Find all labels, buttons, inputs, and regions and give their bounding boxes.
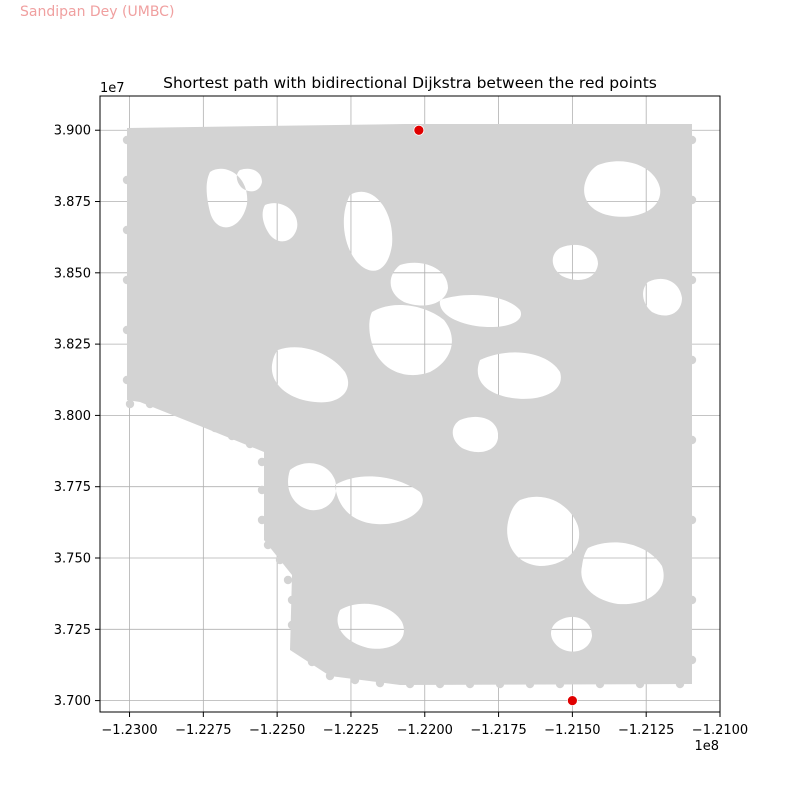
network-node — [287, 620, 297, 630]
network-node — [122, 275, 132, 285]
endpoint-marker — [566, 695, 578, 706]
network-node — [283, 575, 293, 585]
network-node — [210, 423, 220, 433]
y-tick-label: 3.825 — [54, 338, 91, 353]
network-node — [687, 135, 697, 145]
x-tick-label: −1.2275 — [175, 723, 231, 738]
y-tick-label: 3.900 — [54, 124, 91, 139]
network-node — [257, 485, 267, 495]
network-node — [405, 679, 415, 689]
network-node — [125, 399, 135, 409]
network-node — [687, 355, 697, 365]
x-tick-label: −1.2100 — [692, 723, 748, 738]
y-tick-label: 3.725 — [54, 623, 91, 638]
x-tick-label: −1.2300 — [101, 723, 157, 738]
x-tick-label: −1.2225 — [323, 723, 379, 738]
network-node — [687, 515, 697, 525]
road-network-nodes — [122, 124, 697, 689]
chart-title: Shortest path with bidirectional Dijkstr… — [163, 74, 657, 92]
network-node — [525, 679, 535, 689]
y-tick-label: 3.750 — [54, 552, 91, 567]
y-tick-label: 3.800 — [54, 409, 91, 424]
watermark-text: Sandipan Dey (UMBC) — [20, 4, 174, 20]
network-node — [195, 413, 205, 423]
network-node — [687, 655, 697, 665]
network-node — [245, 439, 255, 449]
network-node — [325, 671, 335, 681]
y-tick-label: 3.700 — [54, 694, 91, 709]
network-node — [275, 555, 285, 565]
network-node — [263, 540, 273, 550]
network-node — [495, 679, 505, 689]
network-node — [687, 595, 697, 605]
network-node — [687, 195, 697, 205]
axes-frame — [99, 95, 721, 713]
axes — [99, 95, 721, 713]
network-node — [165, 401, 175, 411]
network-node — [635, 679, 645, 689]
network-node — [122, 225, 132, 235]
x-tick-label: −1.2250 — [249, 723, 305, 738]
network-node — [555, 679, 565, 689]
network-node — [122, 135, 132, 145]
network-node — [307, 657, 317, 667]
network-node — [687, 275, 697, 285]
network-node — [687, 435, 697, 445]
endpoint-markers — [413, 124, 578, 706]
network-node — [122, 375, 132, 385]
network-node — [145, 399, 155, 409]
network-node — [375, 678, 385, 688]
x-tick-label: −1.2175 — [470, 723, 526, 738]
network-node — [180, 405, 190, 415]
x-tick-label: −1.2150 — [544, 723, 600, 738]
y-axis-ticks: 3.700 3.725 3.750 3.775 3.800 3.825 3.850 3.875… — [54, 124, 100, 709]
network-node — [122, 175, 132, 185]
x-tick-label: −1.2125 — [618, 723, 674, 738]
x-axis-multiplier: 1e8 — [694, 739, 719, 754]
x-tick-label: −1.2200 — [397, 723, 453, 738]
network-node — [287, 595, 297, 605]
endpoint-marker — [413, 124, 425, 136]
network-node — [257, 515, 267, 525]
network-node — [350, 675, 360, 685]
x-axis-ticks: −1.2300 −1.2275 −1.2250 −1.2225 −1.2200 −1.21… — [101, 712, 748, 738]
network-node — [465, 679, 475, 689]
network-node — [122, 325, 132, 335]
network-node — [293, 643, 303, 653]
y-tick-label: 3.875 — [54, 195, 91, 210]
y-tick-label: 3.850 — [54, 266, 91, 281]
network-node — [675, 679, 685, 689]
network-node — [435, 679, 445, 689]
network-node — [227, 431, 237, 441]
y-axis-multiplier: 1e7 — [100, 81, 125, 96]
y-tick-label: 3.775 — [54, 480, 91, 495]
network-node — [257, 457, 267, 467]
network-node — [595, 679, 605, 689]
